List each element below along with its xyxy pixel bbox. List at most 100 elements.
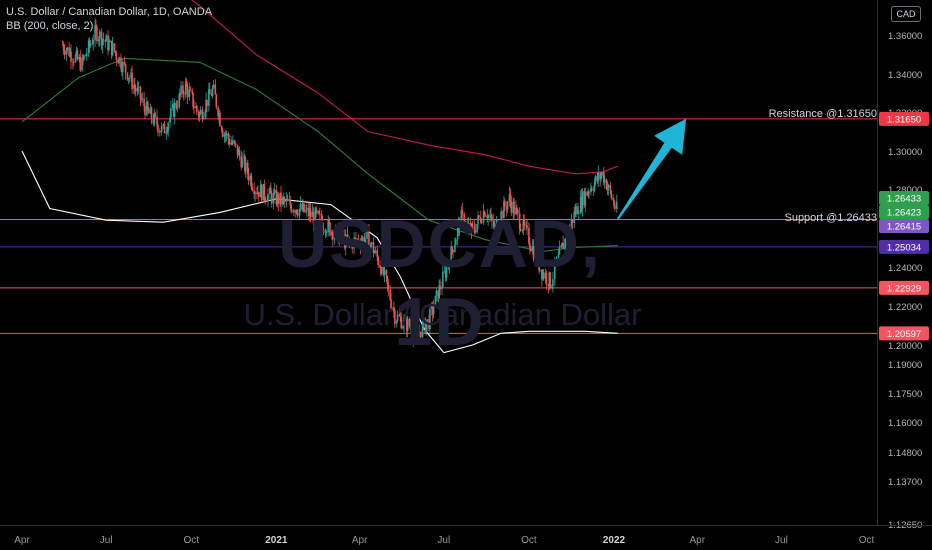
candle-body-211 — [334, 226, 337, 235]
candle-body-138 — [240, 156, 243, 168]
candle-body-303 — [454, 244, 456, 252]
candle-body-280 — [424, 318, 427, 334]
candle-body-243 — [376, 250, 378, 257]
candle-body-48 — [123, 61, 126, 65]
candle-body-221 — [347, 239, 350, 240]
candle-body-206 — [328, 219, 330, 224]
candle-body-339 — [500, 211, 502, 224]
candle-body-40 — [113, 43, 116, 51]
candle-body-381 — [554, 262, 557, 264]
candle-body-364 — [532, 245, 535, 260]
indicator-legend[interactable]: BB (200, close, 2) — [6, 20, 94, 32]
candle-body-185 — [301, 203, 304, 211]
candle-body-291 — [438, 285, 440, 302]
candle-body-403 — [583, 191, 586, 206]
candle-body-256 — [393, 308, 395, 311]
candle-body-50 — [126, 72, 129, 80]
candle-body-255 — [392, 308, 394, 310]
candle-body-207 — [329, 223, 331, 236]
candle-body-427 — [614, 205, 616, 209]
candle-body-187 — [303, 203, 305, 212]
candle-body-198 — [318, 210, 320, 214]
candle-body-391 — [567, 229, 570, 233]
candle-body-146 — [250, 176, 253, 188]
candle-body-69 — [150, 107, 153, 120]
candle-body-31 — [101, 39, 104, 46]
candle-body-183 — [298, 208, 301, 216]
candle-body-63 — [143, 98, 145, 107]
candle-body-404 — [584, 191, 587, 206]
candle-body-122 — [219, 112, 221, 127]
candle-body-423 — [609, 185, 612, 191]
candle-body-0 — [61, 44, 64, 46]
candle-body-288 — [434, 295, 437, 308]
candle-body-123 — [221, 126, 223, 131]
candle-body-232 — [361, 237, 364, 242]
candle-body-368 — [538, 253, 540, 271]
candle-body-195 — [314, 208, 317, 224]
candle-body-178 — [292, 210, 294, 212]
candle-body-156 — [263, 183, 266, 198]
candle-body-345 — [508, 193, 511, 202]
candle-body-360 — [528, 227, 530, 244]
candle-body-130 — [230, 142, 232, 145]
candle-body-24 — [92, 40, 95, 45]
candle-body-349 — [513, 201, 515, 215]
candle-body-131 — [231, 142, 233, 144]
y-tick-label-3: 1.30000 — [888, 147, 922, 158]
candle-body-307 — [458, 221, 461, 230]
candle-body-319 — [474, 230, 477, 233]
symbol-title[interactable]: U.S. Dollar / Canadian Dollar, 1D, OANDA — [6, 6, 213, 18]
candle-body-257 — [393, 310, 396, 324]
candle-body-199 — [319, 213, 321, 215]
candle-body-263 — [402, 325, 404, 329]
candle-body-6 — [69, 51, 71, 56]
candle-body-210 — [333, 234, 336, 240]
candle-body-321 — [477, 215, 479, 224]
candle-body-173 — [285, 198, 288, 202]
candle-body-49 — [124, 64, 127, 73]
candle-body-312 — [465, 222, 467, 228]
candle-body-36 — [108, 42, 110, 50]
candle-body-385 — [560, 245, 563, 248]
candle-body-53 — [130, 72, 132, 79]
candle-body-1 — [62, 44, 65, 51]
candle-body-65 — [146, 101, 148, 116]
candle-body-143 — [246, 162, 249, 174]
candle-body-190 — [307, 207, 310, 217]
candle-body-137 — [238, 149, 241, 157]
candle-body-68 — [149, 107, 152, 114]
candle-body-331 — [490, 215, 492, 217]
currency-button[interactable]: CAD — [891, 6, 921, 22]
candle-body-317 — [471, 224, 474, 226]
candle-body-21 — [88, 40, 91, 46]
candle-body-253 — [389, 289, 391, 300]
y-tick-label-7: 1.22000 — [888, 302, 922, 313]
candle-body-372 — [542, 272, 545, 279]
candle-body-61 — [140, 98, 143, 100]
candle-body-367 — [536, 253, 539, 262]
candle-body-410 — [592, 190, 595, 191]
badge-price-0-bg — [879, 191, 929, 205]
candle-body-323 — [480, 217, 482, 223]
candle-body-191 — [308, 209, 311, 217]
candle-body-322 — [478, 215, 480, 218]
candle-body-252 — [387, 284, 390, 290]
candle-body-361 — [529, 243, 531, 248]
candle-body-326 — [483, 211, 486, 217]
candle-body-116 — [211, 88, 214, 96]
candle-body-205 — [327, 219, 329, 233]
candle-body-337 — [497, 227, 500, 230]
candle-body-67 — [147, 109, 150, 114]
candle-body-144 — [247, 173, 250, 181]
candle-body-139 — [241, 158, 243, 168]
candle-body-396 — [574, 211, 576, 215]
candle-body-299 — [448, 265, 451, 268]
candle-body-11 — [75, 50, 78, 55]
candle-body-109 — [202, 116, 205, 119]
candle-body-89 — [176, 107, 179, 108]
candle-body-35 — [107, 35, 109, 50]
candle-body-244 — [377, 256, 379, 266]
candle-body-70 — [152, 119, 155, 124]
